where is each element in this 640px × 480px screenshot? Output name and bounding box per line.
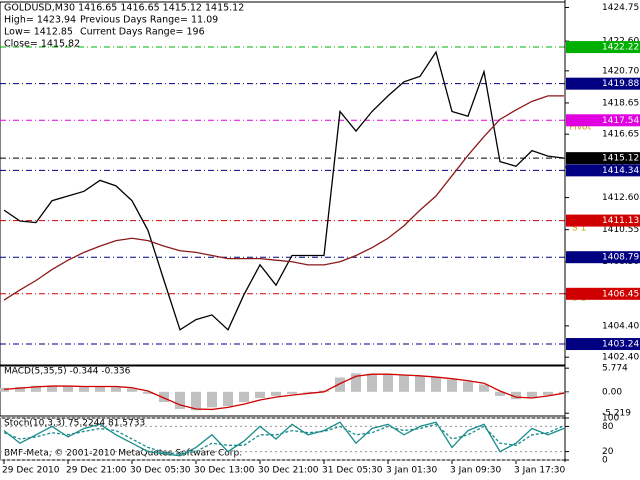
level-tag (566, 77, 640, 90)
level-tag (566, 152, 640, 165)
level-label: 1411.13 (602, 216, 639, 226)
info-close: Close= 1415.82 (4, 39, 80, 50)
series-line (3, 373, 565, 411)
histogram-bar (143, 391, 153, 394)
y-tick-label: 1402.40 (602, 353, 639, 363)
level-label: 1417.54 (602, 116, 639, 126)
pivot-label: S 1 (572, 224, 586, 234)
x-tick-label: 30 Dec 21:00 (258, 466, 319, 476)
series-line (3, 50, 565, 331)
histogram-bar (255, 391, 265, 398)
x-tick-label: 31 Dec 05:30 (322, 466, 383, 476)
histogram-bar (127, 388, 137, 392)
level-label: 1419.88 (602, 79, 639, 89)
histogram-bar (15, 386, 25, 392)
histogram-bar (207, 391, 217, 408)
histogram-bar (303, 391, 313, 393)
histogram-bar (63, 386, 73, 392)
level-tag (566, 338, 640, 351)
y-tick-label: 1416.65 (602, 130, 639, 140)
level-tag (566, 114, 640, 127)
pivot-label: Pivot (569, 123, 592, 133)
histogram-bar (367, 373, 377, 392)
info-cur-range: Current Days Range= 196 (80, 27, 205, 38)
y-tick-label: 0 (602, 456, 608, 466)
level-label: 1408.79 (602, 253, 639, 263)
x-tick-label: 3 Jan 01:30 (386, 466, 438, 476)
histogram-bar (559, 391, 569, 394)
level-label: 1422.22 (602, 43, 639, 53)
x-tick-label: 3 Jan 17:30 (514, 466, 566, 476)
y-tick-label: 100 (602, 414, 619, 424)
x-tick-label: 30 Dec 05:30 (130, 466, 191, 476)
info-low: Low= 1412.85 (4, 27, 73, 38)
histogram-bar (431, 377, 441, 392)
histogram-bar (447, 379, 457, 392)
level-label: 1403.24 (602, 340, 639, 350)
histogram-bar (287, 391, 297, 394)
histogram-bar (111, 386, 121, 392)
info-prev-range: Previous Days Range= 11.09 (80, 15, 218, 26)
histogram-bar (239, 391, 249, 403)
level-label: 1414.34 (602, 166, 639, 176)
panel-title: MACD(5,35,5) -0.344 -0.336 (4, 367, 131, 377)
level-tag (566, 214, 640, 227)
histogram-bar (495, 391, 505, 396)
histogram-bar (175, 391, 185, 410)
histogram-bar (479, 384, 489, 392)
x-tick-label: 29 Dec 2010 (2, 466, 60, 476)
chart-title: GOLDUSD,M30 1416.65 1416.65 1415.12 1415… (4, 3, 244, 14)
x-tick-label: 30 Dec 13:00 (194, 466, 255, 476)
histogram-bar (95, 386, 105, 392)
histogram-bar (223, 391, 233, 407)
histogram-bar (543, 391, 553, 396)
histogram-bar (415, 376, 425, 392)
y-tick-label: 80 (602, 422, 614, 432)
level-label: 1415.12 (602, 154, 639, 164)
level-tag (566, 251, 640, 264)
panel-title: Stoch(10,3,3) 75.2244 81.5733 (4, 419, 145, 429)
histogram-bar (79, 386, 89, 392)
y-tick-label: 1404.40 (602, 321, 639, 331)
histogram-bar (191, 391, 201, 411)
histogram-bar (47, 385, 57, 392)
info-high: High= 1423.94 (4, 15, 76, 26)
level-label: 1406.45 (602, 289, 639, 299)
y-tick-label: 1418.65 (602, 98, 639, 108)
histogram-bar (463, 381, 473, 392)
y-tick-label: -5.219 (602, 409, 631, 419)
histogram-bar (335, 377, 345, 392)
y-tick-label: 1412.60 (602, 193, 639, 203)
level-tag (566, 287, 640, 300)
footer: BMF-Meta, © 2001-2010 MetaQuotes Softwar… (4, 449, 242, 459)
histogram-bar (399, 375, 409, 392)
y-tick-label: 5.774 (602, 364, 628, 374)
histogram-bar (511, 391, 521, 400)
histogram-bar (31, 385, 41, 392)
y-tick-label: 0.00 (602, 387, 622, 397)
x-tick-label: 29 Dec 21:00 (66, 466, 127, 476)
y-tick-label: 20 (602, 447, 614, 457)
series-line (3, 421, 565, 457)
series-line (3, 423, 565, 455)
y-tick-label: 1420.70 (602, 66, 639, 76)
y-tick-label: 1410.55 (602, 225, 639, 235)
level-tag (566, 164, 640, 177)
x-tick-label: 3 Jan 09:30 (450, 466, 502, 476)
series-line (3, 95, 564, 301)
histogram-bar (159, 391, 169, 403)
y-tick-label: 1424.75 (602, 3, 639, 13)
histogram-bar (527, 391, 537, 398)
histogram-bar (271, 391, 281, 396)
histogram-bar (351, 373, 361, 392)
level-tag (566, 41, 640, 54)
histogram-bar (383, 374, 393, 392)
